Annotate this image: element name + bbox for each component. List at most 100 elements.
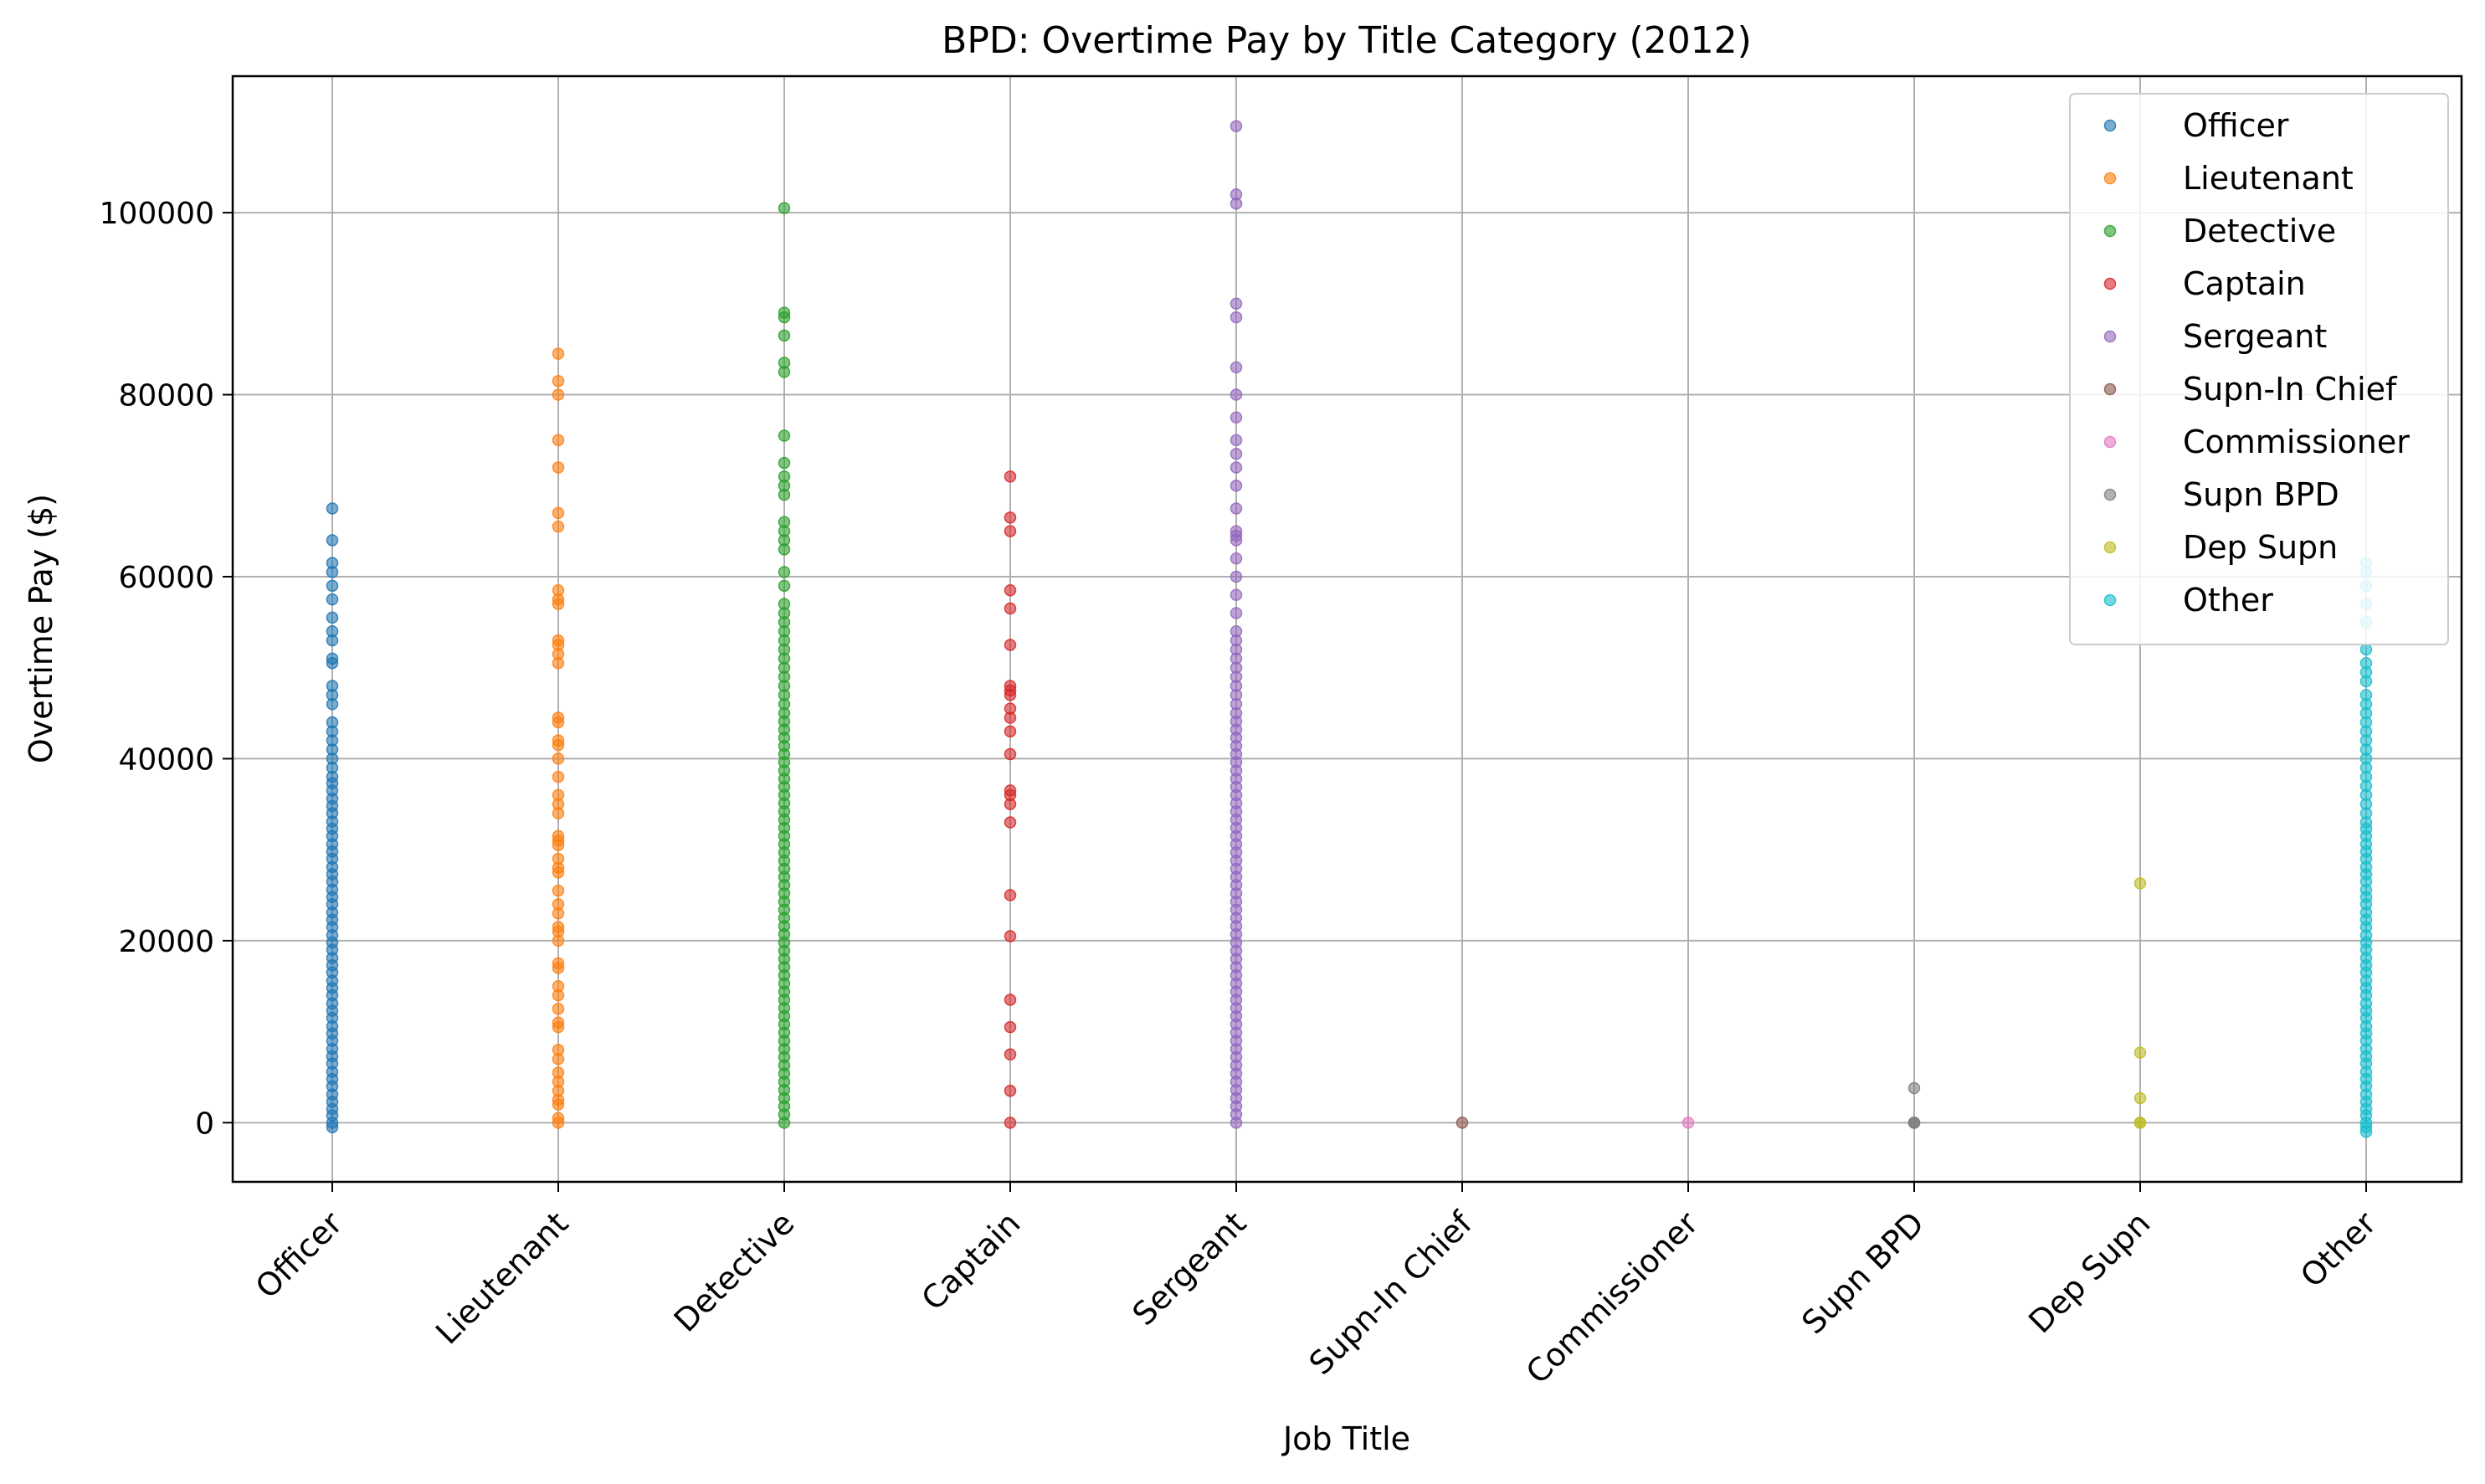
data-point: [1230, 525, 1243, 537]
data-point: [326, 502, 339, 515]
data-point: [552, 506, 565, 520]
data-point: [552, 898, 565, 911]
data-point: [552, 347, 565, 360]
data-point: [2133, 1117, 2147, 1129]
legend-marker: [2103, 488, 2117, 501]
legend-label: Sergeant: [2183, 318, 2327, 355]
data-point: [326, 680, 339, 692]
legend-label: Detective: [2183, 213, 2336, 249]
x-tick-label: Commissioner: [1519, 1204, 1706, 1391]
data-point: [552, 1003, 565, 1015]
data-point: [1004, 702, 1017, 715]
data-point: [2133, 1091, 2147, 1105]
data-point: [1230, 570, 1243, 583]
data-point: [552, 1044, 565, 1056]
legend-marker: [2103, 224, 2117, 238]
data-point: [2133, 1046, 2147, 1059]
data-point: [1004, 889, 1017, 901]
x-tick-label: Officer: [249, 1204, 350, 1306]
data-point: [326, 557, 339, 569]
data-point: [1004, 816, 1017, 829]
y-tick-label: 80000: [118, 379, 214, 413]
data-point: [1230, 588, 1243, 601]
data-point: [1004, 584, 1017, 597]
data-point: [1004, 639, 1017, 651]
data-point: [1004, 525, 1017, 537]
data-point: [778, 329, 791, 342]
data-point: [1004, 511, 1017, 524]
data-point: [1004, 930, 1017, 942]
data-point: [326, 534, 339, 547]
data-point: [1004, 1117, 1017, 1129]
legend-label: Officer: [2183, 107, 2289, 144]
data-point: [552, 734, 565, 747]
data-point: [326, 593, 339, 606]
data-point: [2133, 877, 2147, 890]
data-point: [1004, 725, 1017, 738]
data-point: [552, 1066, 565, 1079]
data-point: [2359, 689, 2373, 701]
y-tick-label: 60000: [118, 561, 214, 595]
x-tick-label: Sergeant: [1125, 1204, 1253, 1333]
data-point: [552, 829, 565, 843]
data-point: [1907, 1081, 1921, 1095]
legend-label: Supn-In Chief: [2183, 371, 2398, 408]
data-point: [1230, 311, 1243, 324]
x-tick-label: Supn BPD: [1794, 1204, 1931, 1341]
data-point: [778, 579, 791, 593]
data-point: [552, 1112, 565, 1125]
legend-label: Dep Supn: [2183, 529, 2338, 566]
legend-box: [2069, 93, 2449, 645]
legend-marker: [2103, 119, 2117, 132]
data-point: [778, 306, 791, 319]
x-tick-label: Captain: [914, 1204, 1027, 1317]
data-point: [552, 921, 565, 933]
data-point: [326, 611, 339, 624]
data-point: [552, 752, 565, 765]
data-point: [552, 388, 565, 401]
y-tick-label: 40000: [118, 742, 214, 777]
x-tick-label: Detective: [667, 1204, 802, 1339]
points-layer: [326, 120, 2373, 1138]
data-point: [552, 711, 565, 724]
data-point: [552, 374, 565, 388]
plot-frame: [231, 74, 2463, 1184]
chart-title: BPD: Overtime Pay by Title Category (201…: [942, 19, 1752, 62]
data-point: [1230, 297, 1243, 311]
y-tick-label: 0: [195, 1107, 214, 1141]
data-point: [778, 456, 791, 470]
data-point: [778, 470, 791, 483]
x-tick-label: Supn-In Chief: [1302, 1204, 1481, 1382]
legend-label: Other: [2183, 582, 2273, 619]
legend-marker: [2103, 277, 2117, 290]
data-point: [1230, 434, 1243, 447]
y-tick-label: 100000: [100, 197, 214, 231]
legend: Officer Lieutenant Detective Captain Sergean…: [2069, 93, 2449, 645]
legend-marker: [2103, 593, 2117, 607]
data-point: [552, 461, 565, 474]
data-point: [1230, 447, 1243, 460]
data-point: [1230, 411, 1243, 424]
data-point: [326, 716, 339, 729]
data-point: [1004, 602, 1017, 615]
data-point: [2359, 657, 2373, 670]
x-axis-label: Job Title: [1281, 1420, 1410, 1457]
data-point: [1456, 1117, 1469, 1129]
x-tick-label: Lieutenant: [429, 1204, 575, 1351]
data-point: [1230, 461, 1243, 474]
data-point: [1004, 1020, 1017, 1034]
legend-marker: [2103, 330, 2117, 343]
data-point: [552, 852, 565, 865]
data-point: [778, 516, 791, 528]
data-point: [1004, 1048, 1017, 1061]
x-tick-label: Other: [2293, 1204, 2384, 1295]
data-point: [552, 884, 565, 897]
legend-label: Captain: [2183, 265, 2306, 302]
data-point: [1004, 680, 1017, 692]
data-point: [552, 1016, 565, 1029]
data-point: [552, 770, 565, 783]
data-point: [552, 584, 565, 597]
data-point: [1230, 552, 1243, 565]
